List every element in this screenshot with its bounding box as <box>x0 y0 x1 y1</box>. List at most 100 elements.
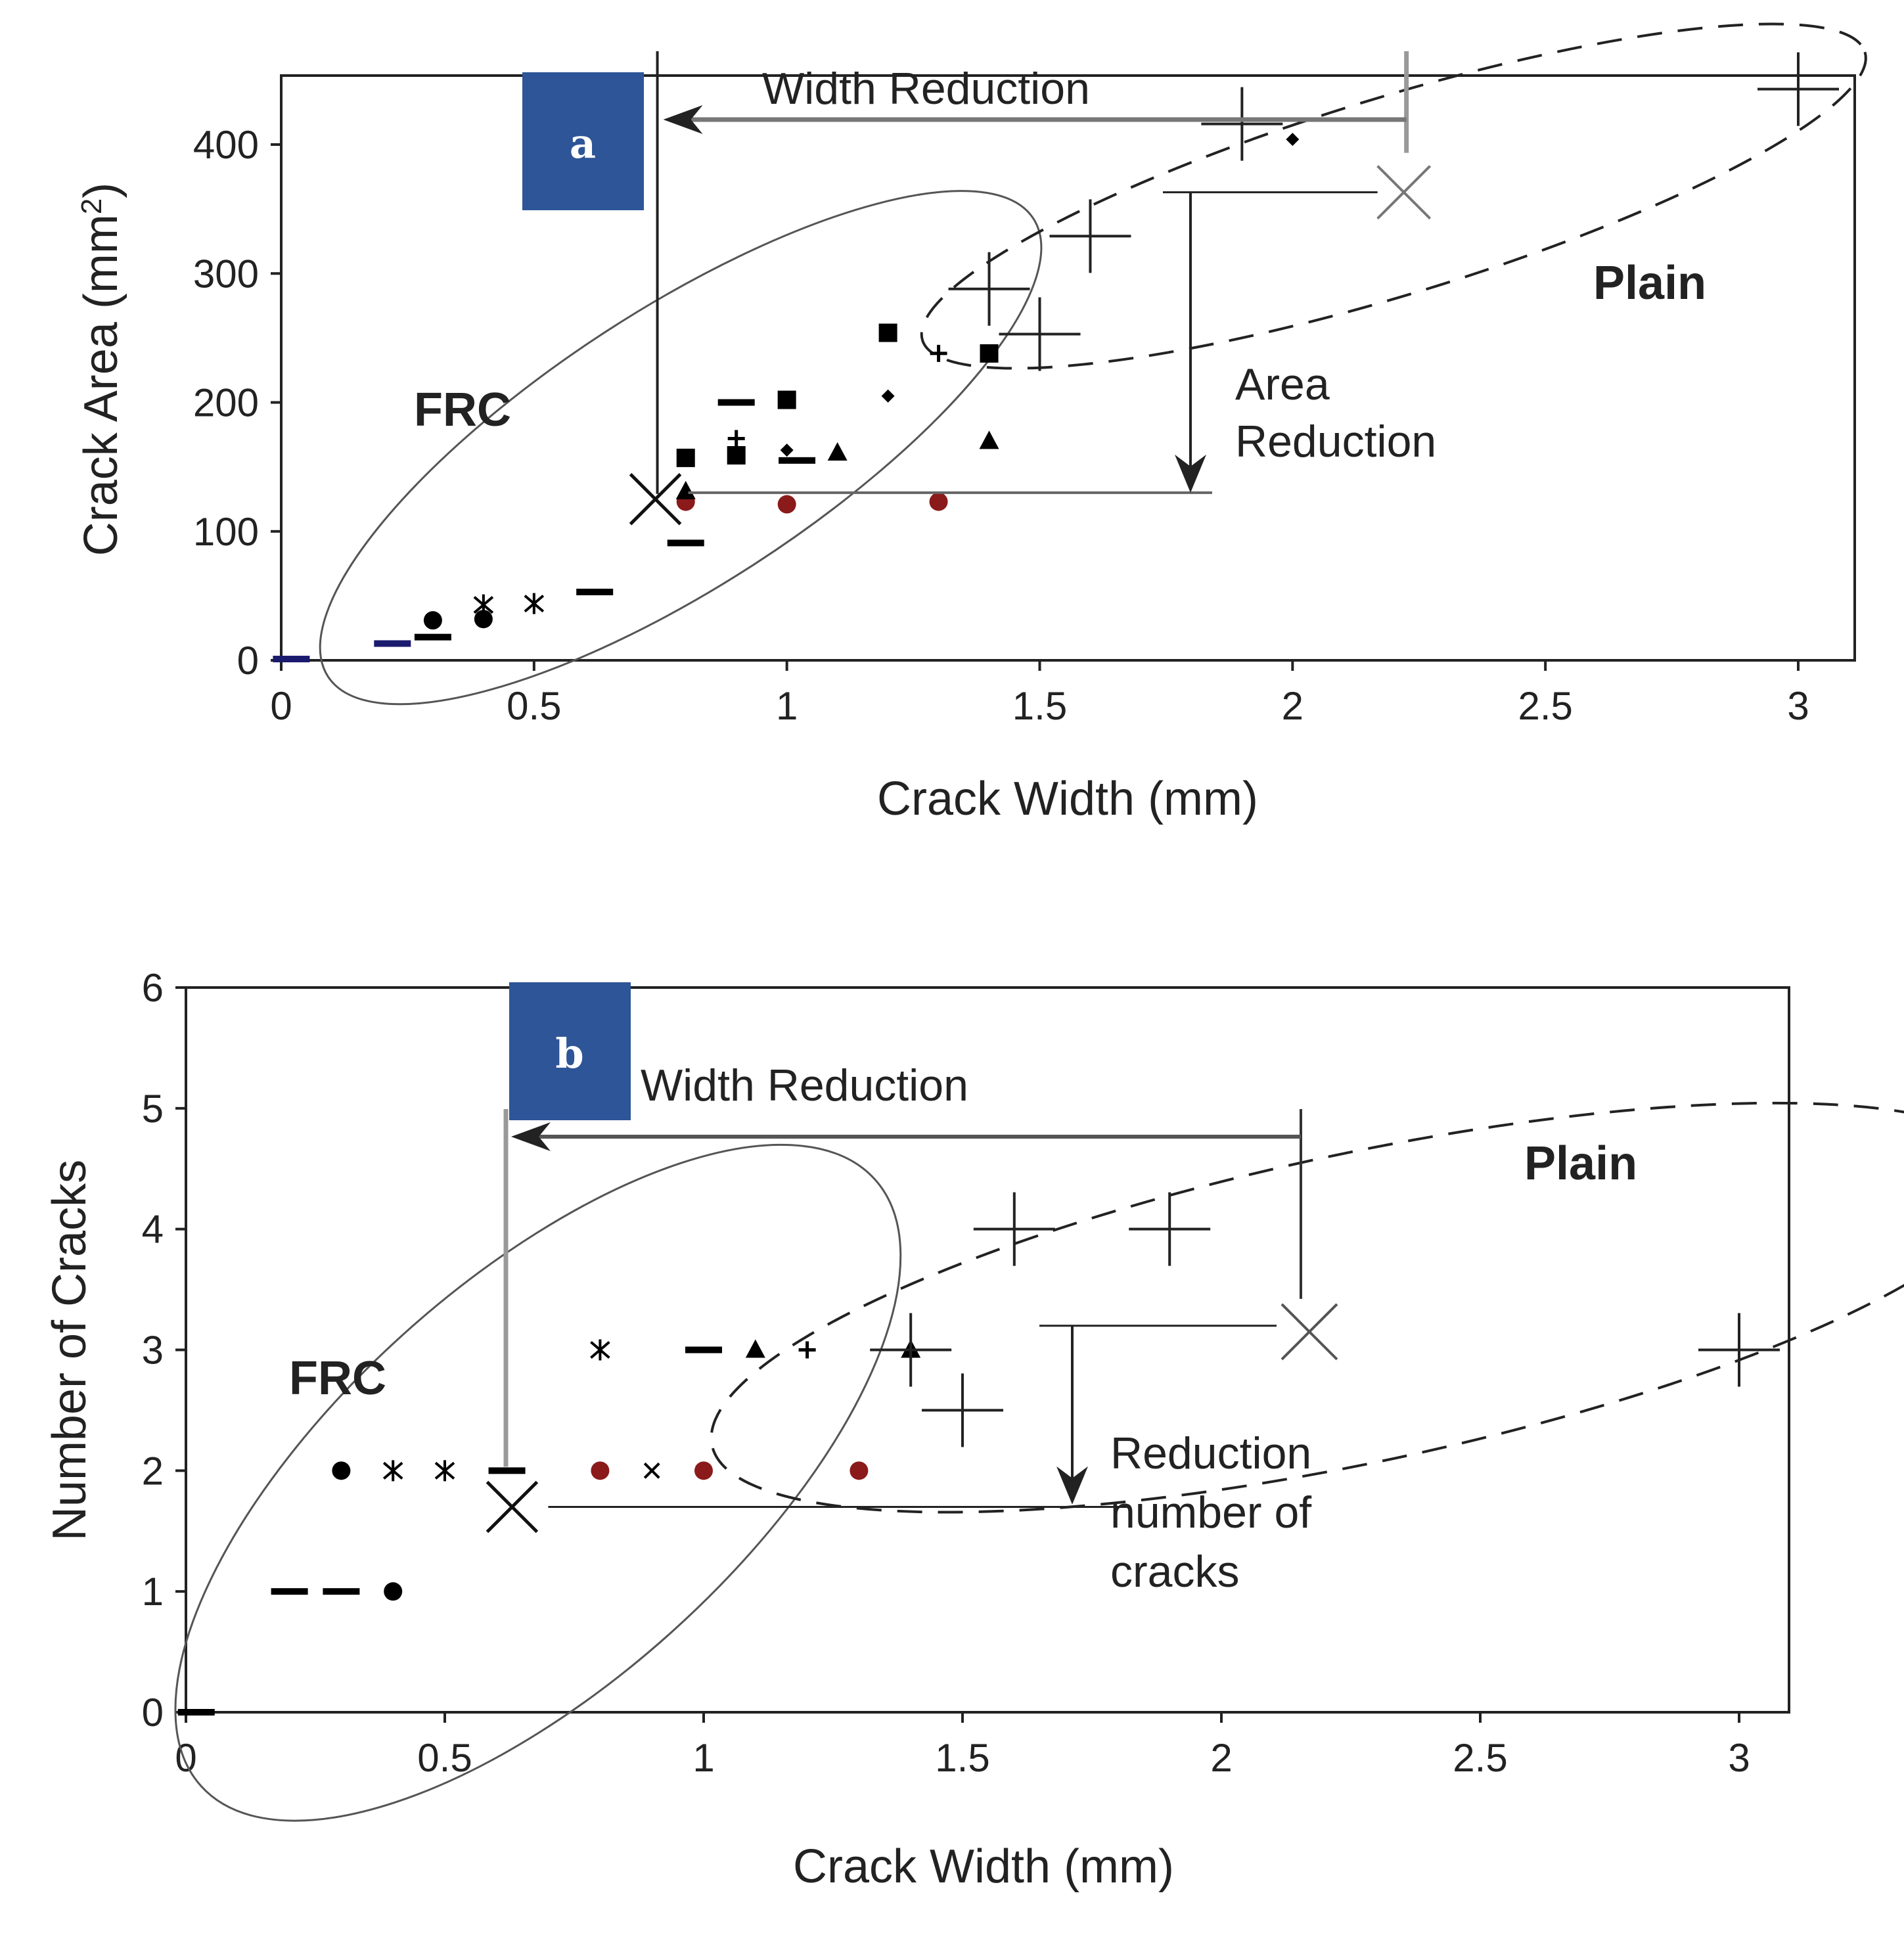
area-reduction-label-a-2: Reduction <box>1235 417 1436 466</box>
y-tick-label: 100 <box>193 510 259 554</box>
data-point-asterisk <box>382 1460 403 1482</box>
x-tick-label: 2 <box>1282 684 1303 728</box>
data-point-plain <box>999 297 1081 371</box>
data-point-x <box>643 1462 660 1479</box>
plot-frame-a <box>280 74 1856 662</box>
x-tick-label: 2.5 <box>1453 1736 1507 1780</box>
data-point-dash <box>667 539 704 547</box>
data-point-square <box>777 390 796 409</box>
data-point-plain <box>973 1192 1055 1266</box>
data-point-dash <box>779 457 816 464</box>
y-tick-label: 2 <box>142 1449 164 1493</box>
y-tick-label: 0 <box>237 639 259 683</box>
reduction-label-b: Reduction <box>1110 1428 1311 1478</box>
y-tick-label: 300 <box>193 252 259 296</box>
plain-ellipse <box>710 1101 1904 1514</box>
y-axis-label-b: Number of Cracks <box>43 1160 96 1541</box>
data-point-dash <box>374 640 411 647</box>
data-point-dash <box>271 1588 308 1595</box>
x-tick-label: 2.5 <box>1518 684 1572 728</box>
plot-frame-b <box>185 986 1790 1714</box>
data-point-circle <box>474 610 493 629</box>
data-point-plain <box>922 1373 1003 1447</box>
plain-label-b: Plain <box>1524 1137 1637 1190</box>
data-point-dash <box>488 1467 526 1474</box>
width-reduction-arrowhead <box>511 1122 551 1151</box>
data-point-asterisk <box>473 594 494 616</box>
frc-mean-marker <box>486 1480 539 1534</box>
area-reduction-label-a: Area <box>1235 359 1330 409</box>
annotations-a <box>629 51 1432 526</box>
axis-ticks-a: 0 0.5 1 1.5 2 2.5 3 0 100 200 300 400 <box>193 123 1809 728</box>
data-point-plus <box>798 1341 816 1359</box>
frc-ellipse <box>174 1143 902 1822</box>
data-point-square <box>878 323 897 342</box>
x-tick-label: 3 <box>1728 1736 1750 1780</box>
data-point-asterisk <box>590 1339 610 1361</box>
y-tick-label: 400 <box>193 123 259 167</box>
data-point-circle <box>332 1461 351 1480</box>
width-reduction-label-b: Width Reduction <box>641 1060 968 1110</box>
y-tick-label: 6 <box>142 966 164 1010</box>
x-tick-label: 1.5 <box>1012 684 1067 728</box>
x-tick-label: 1.5 <box>935 1736 989 1780</box>
data-points-a <box>273 52 1839 663</box>
data-point-diamond <box>780 443 794 457</box>
frc-label-a: FRC <box>414 384 511 436</box>
data-point-circle <box>694 1461 713 1480</box>
data-point-dash <box>717 399 755 406</box>
reduction-label-b-3: cracks <box>1110 1547 1239 1597</box>
data-point-circle <box>423 611 442 630</box>
panel-a: 0 0.5 1 1.5 2 2.5 3 0 100 200 300 400 Crack Width (… <box>75 22 1867 825</box>
data-point-asterisk <box>434 1460 455 1482</box>
x-axis-label-b: Crack Width (mm) <box>793 1840 1174 1893</box>
plain-ellipse <box>920 22 1867 370</box>
data-point-circle <box>929 492 948 511</box>
panel-badge-a <box>522 72 644 210</box>
data-point-square <box>980 344 999 363</box>
group-ellipses-b <box>174 1101 1904 1822</box>
x-tick-label: 1 <box>776 684 798 728</box>
data-point-circle <box>591 1461 610 1480</box>
plain-mean-marker <box>1376 165 1432 220</box>
x-tick-label: 1 <box>692 1736 714 1780</box>
data-point-plain <box>948 252 1030 326</box>
data-point-circle <box>850 1461 869 1480</box>
area-reduction-arrowhead <box>1175 454 1206 493</box>
data-point-diamond <box>1286 133 1300 147</box>
frc-ellipse <box>319 190 1043 706</box>
width-reduction-arrowhead <box>663 105 703 134</box>
y-tick-label: 3 <box>142 1329 164 1373</box>
data-point-triangle <box>979 430 999 449</box>
frc-label-b: FRC <box>289 1352 386 1405</box>
panel-badge-a-label: a <box>570 120 596 168</box>
data-point-dash <box>414 633 451 641</box>
x-tick-label: 3 <box>1787 684 1809 728</box>
data-point-plain <box>1049 199 1131 273</box>
data-point-dash <box>576 588 614 595</box>
reduction-arrowhead <box>1056 1466 1088 1505</box>
data-point-circle <box>777 495 796 514</box>
y-axis-label-a: Crack Area (mm2) <box>75 183 127 557</box>
data-point-plain <box>1201 87 1283 161</box>
data-point-plain <box>1757 52 1839 126</box>
y-tick-label: 4 <box>142 1208 164 1252</box>
x-axis-label-a: Crack Width (mm) <box>877 773 1258 825</box>
data-point-triangle <box>827 442 848 461</box>
y-tick-label: 5 <box>142 1087 164 1131</box>
data-point-dash <box>323 1588 360 1595</box>
data-point-plain <box>1129 1192 1211 1266</box>
y-tick-label: 0 <box>142 1691 164 1735</box>
data-point-diamond <box>881 389 895 403</box>
data-point-dash <box>685 1346 722 1353</box>
plain-label-a: Plain <box>1593 257 1706 309</box>
data-point-dash <box>273 656 310 663</box>
data-points-b <box>177 1192 1780 1716</box>
x-tick-label: 0.5 <box>417 1736 472 1780</box>
data-point-plain <box>1698 1313 1780 1387</box>
frc-mean-marker <box>629 472 682 526</box>
data-point-plain <box>870 1313 952 1387</box>
